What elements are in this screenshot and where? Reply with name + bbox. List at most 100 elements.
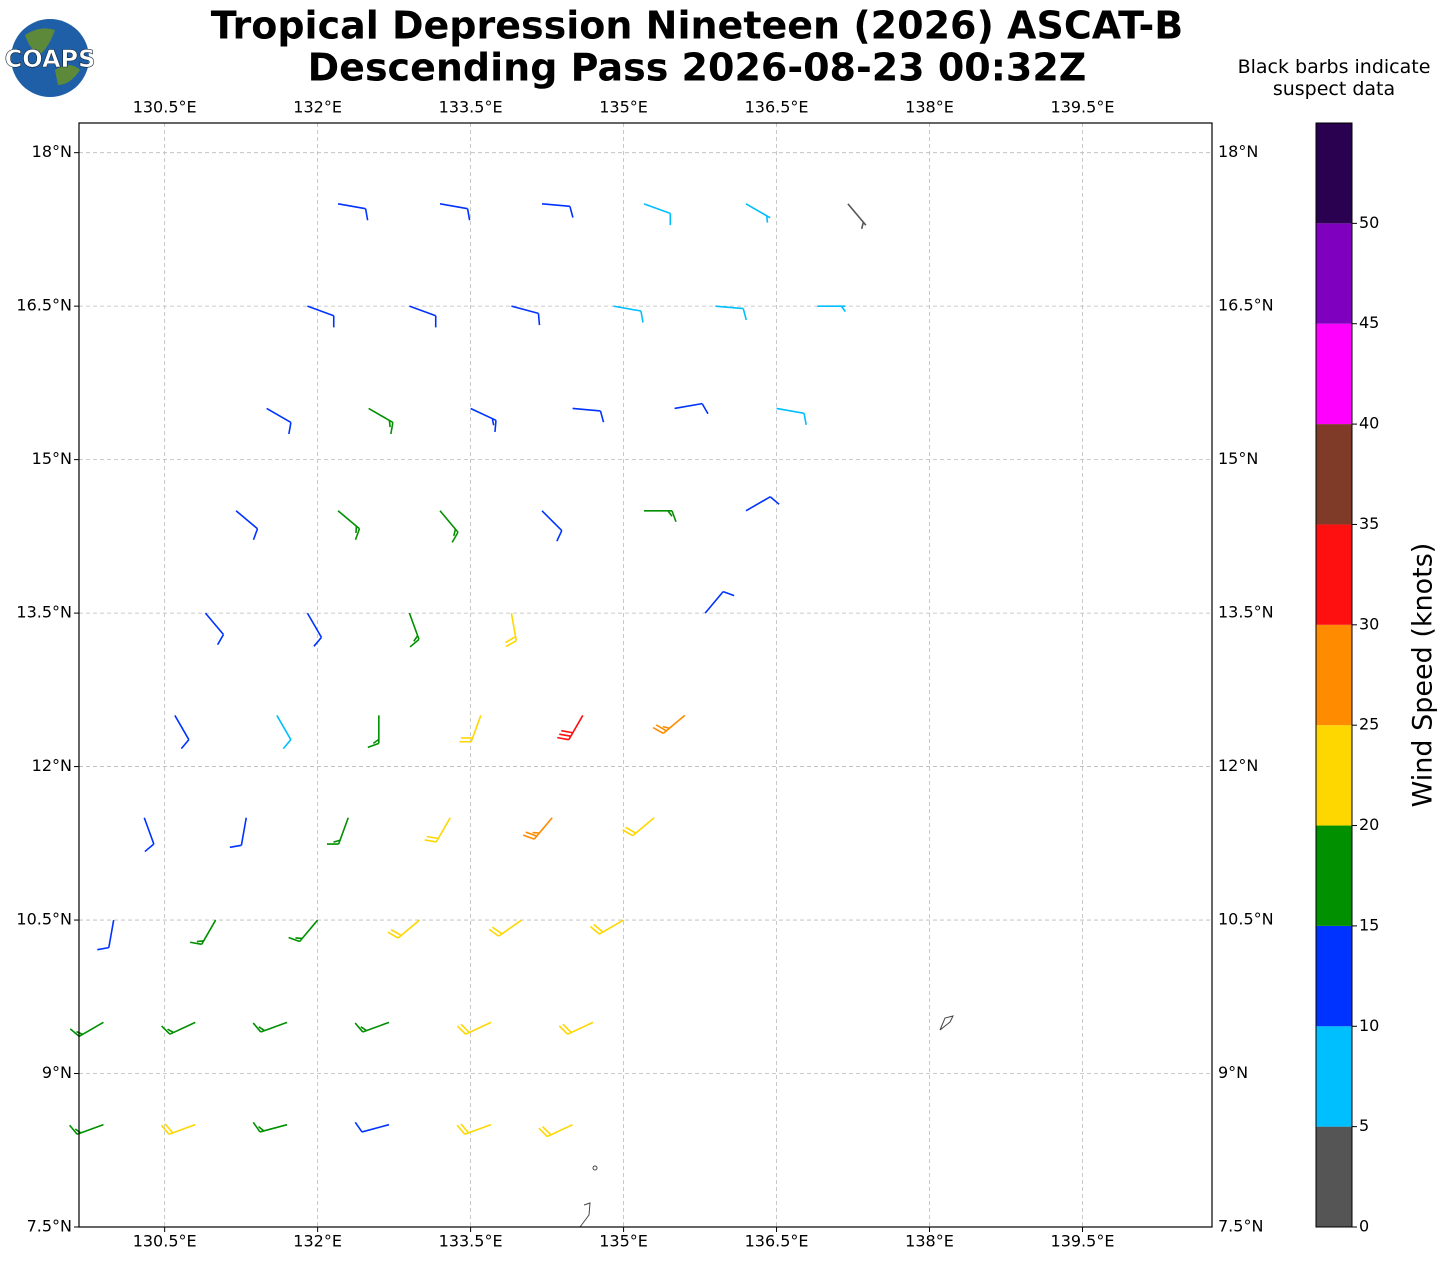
wind-barb — [161, 1021, 196, 1035]
x-tick-label: 130.5°E — [133, 1232, 197, 1251]
wind-barb — [204, 612, 225, 646]
wind-barb — [745, 203, 771, 223]
wind-barb — [470, 407, 497, 433]
island — [579, 1202, 591, 1228]
x-tick-label-top: 132°E — [293, 98, 342, 117]
y-tick-label: 12°N — [32, 756, 72, 775]
colorbar-segment — [1316, 323, 1352, 425]
wind-barb — [288, 919, 319, 943]
wind-barb — [306, 612, 323, 647]
wind-barb — [674, 402, 709, 415]
wind-barb — [252, 1121, 288, 1133]
colorbar-segment — [1316, 524, 1352, 625]
wind-barb — [266, 407, 292, 435]
colorbar-segment — [1316, 725, 1352, 826]
wind-barb — [337, 510, 361, 541]
colorbar-tick-label: 15 — [1359, 915, 1379, 934]
x-tick-label-top: 133.5°E — [439, 98, 503, 117]
wind-barb — [189, 919, 217, 946]
x-tick-label: 135°E — [599, 1232, 648, 1251]
wind-barb — [252, 1021, 288, 1033]
colorbar-tick-label: 0 — [1359, 1217, 1369, 1236]
y-tick-label-right: 15°N — [1218, 449, 1258, 468]
colorbar-tick-label: 50 — [1359, 213, 1379, 232]
chart-title: Tropical Depression Nineteen (2026) ASCA… — [211, 4, 1184, 48]
wind-barb — [424, 817, 451, 843]
wind-barb — [704, 590, 735, 614]
wind-barb — [354, 1121, 390, 1133]
wind-barb — [326, 817, 349, 845]
colorbar-segment — [1316, 424, 1352, 525]
colorbar-segment — [1316, 1126, 1352, 1227]
y-tick-label-right: 18°N — [1218, 142, 1258, 161]
wind-barb — [817, 305, 846, 313]
x-tick-label-top: 135°E — [599, 98, 648, 117]
wind-barb — [572, 407, 605, 423]
wind-barb — [643, 203, 672, 226]
wind-barb — [511, 305, 541, 326]
x-tick-label-top: 138°E — [905, 98, 954, 117]
wind-barb — [541, 203, 574, 218]
x-tick-label: 132°E — [293, 1232, 342, 1251]
wind-barb — [408, 612, 420, 648]
colorbar: 0 5 10 15 20 25 30 35 40 45 50 — [1315, 122, 1379, 1236]
y-tick-label: 16.5°N — [16, 296, 72, 315]
y-tick-label: 10.5°N — [16, 910, 72, 929]
map-frame — [78, 122, 1213, 1228]
wind-barb — [459, 715, 482, 743]
colorbar-segment — [1316, 1026, 1352, 1127]
colorbar-segment — [1316, 825, 1352, 926]
wind-barb — [439, 510, 459, 543]
wind-barb — [456, 1123, 492, 1136]
colorbar-segment — [1316, 223, 1352, 324]
wind-barb — [160, 1123, 196, 1136]
wind-barb — [97, 919, 115, 951]
y-tick-label: 9°N — [42, 1063, 72, 1082]
wind-barb — [307, 305, 335, 328]
note: Black barbs indicate suspect data — [1237, 56, 1431, 100]
wind-barb — [847, 203, 867, 230]
colorbar-tick-label: 35 — [1359, 514, 1379, 533]
colorbar-tick-label: 5 — [1359, 1116, 1369, 1135]
wind-barb — [505, 612, 518, 648]
y-tick-label-right: 10.5°N — [1218, 910, 1274, 929]
x-tick-label: 133.5°E — [439, 1232, 503, 1251]
wind-barb — [276, 715, 292, 750]
wind-barb — [715, 305, 748, 321]
x-tick-label: 139.5°E — [1051, 1232, 1115, 1251]
wind-barb — [589, 919, 624, 935]
wind-barb — [541, 510, 563, 542]
colorbar-segment — [1316, 624, 1352, 726]
wind-barb — [776, 407, 807, 425]
x-tick-label: 136.5°E — [745, 1232, 809, 1251]
y-tick-label-right: 7.5°N — [1218, 1217, 1263, 1236]
y-tick-label-right: 13.5°N — [1218, 603, 1274, 622]
wind-barb — [354, 1021, 390, 1033]
colorbar-tick-label: 40 — [1359, 414, 1379, 433]
colorbar-tick-label: 20 — [1359, 815, 1379, 834]
colorbar-tick-label: 10 — [1359, 1016, 1379, 1035]
wind-barb — [456, 1021, 492, 1035]
y-tick-label: 7.5°N — [27, 1217, 72, 1236]
colorbar-frame — [1315, 122, 1353, 1228]
x-tick-label: 138°E — [905, 1232, 954, 1251]
wind-barb — [622, 817, 655, 837]
wind-barb — [174, 715, 190, 750]
colorbar-tick-label: 45 — [1359, 313, 1379, 332]
logo-text: COAPS — [5, 45, 96, 73]
colorbar-label: Wind Speed (knots) — [1408, 543, 1439, 808]
x-tick-label-top: 139.5°E — [1051, 98, 1115, 117]
wind-barb — [643, 509, 677, 523]
wind-barb — [69, 1021, 104, 1038]
chart-subtitle: Descending Pass 2026-08-23 00:32Z — [308, 46, 1087, 90]
wind-barb — [613, 305, 644, 323]
wind-barb — [558, 1021, 594, 1035]
wind-barb — [745, 496, 780, 512]
colorbar-segment — [1316, 123, 1352, 224]
wind-barb — [368, 407, 394, 435]
wind-barb — [522, 817, 553, 840]
island — [592, 1165, 598, 1171]
y-tick-label-right: 16.5°N — [1218, 296, 1274, 315]
